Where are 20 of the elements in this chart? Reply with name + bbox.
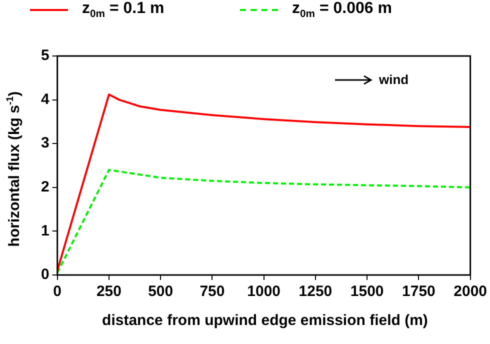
- line-series: [57, 168, 470, 274]
- x-tick-label: 1000: [247, 283, 281, 300]
- y-tick-label: 5: [41, 47, 50, 64]
- y-tick-label: 1: [41, 222, 50, 240]
- y-tick-label: 3: [41, 134, 50, 152]
- legend-label: z$_{0m}$ = 0.1 m: [82, 0, 164, 20]
- x-tick-label: 1500: [350, 283, 384, 300]
- x-tick-label: 500: [148, 283, 174, 300]
- x-tick-label: 750: [200, 283, 225, 300]
- annotation: wind: [379, 72, 409, 87]
- x-axis-title: distance from upwind edge emission field (m): [101, 312, 429, 329]
- x-tick-label: 0: [53, 283, 62, 300]
- y-tick-label: 0: [41, 266, 50, 284]
- x-tick-label: 1750: [402, 283, 436, 300]
- y-tick-label: 2: [41, 178, 50, 196]
- x-tick-label: 2000: [454, 283, 488, 300]
- x-tick-label: 1250: [298, 283, 332, 300]
- y-tick-label: 4: [41, 90, 50, 108]
- x-tick-label: 250: [96, 283, 122, 300]
- legend-label: z$_{0m}$ = 0.006 m: [292, 0, 392, 20]
